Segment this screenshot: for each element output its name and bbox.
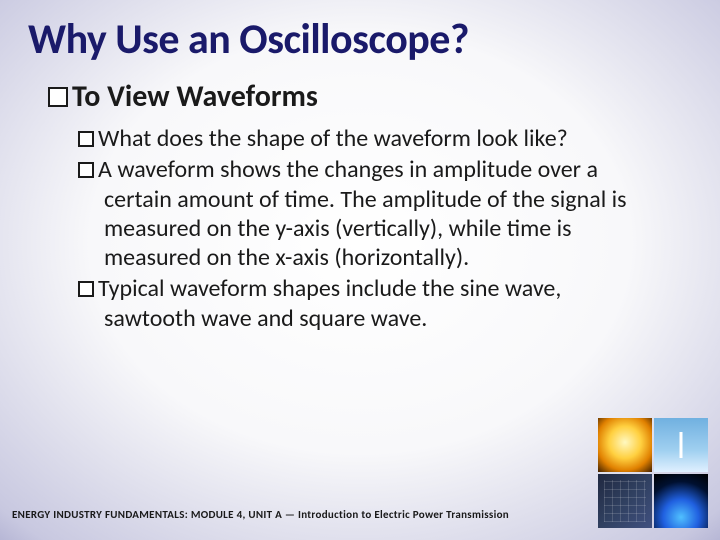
wind-turbines-image: [654, 418, 708, 472]
bullet-box-icon: [78, 131, 94, 147]
gas-flame-image: [654, 474, 708, 528]
body-list: What does the shape of the waveform look…: [78, 124, 648, 335]
slide-title: Why Use an Oscilloscope?: [28, 14, 469, 65]
body-item: A waveform shows the changes in amplitud…: [78, 155, 648, 272]
slide-subtitle: To View Waveforms: [48, 78, 318, 115]
bullet-box-icon: [78, 162, 94, 178]
lightbulb-image: [598, 418, 652, 472]
body-item: What does the shape of the waveform look…: [78, 124, 648, 153]
body-text: A waveform shows the changes in amplitud…: [98, 155, 627, 272]
solar-panel-image: [598, 474, 652, 528]
bullet-box-icon: [78, 281, 94, 297]
subtitle-text: To View Waveforms: [72, 78, 318, 115]
body-item: Typical waveform shapes include the sine…: [78, 274, 648, 333]
corner-image-grid: [598, 418, 708, 528]
bullet-box-icon: [48, 87, 68, 107]
slide-footer: ENERGY INDUSTRY FUNDAMENTALS: MODULE 4, …: [12, 508, 572, 522]
body-text: What does the shape of the waveform look…: [98, 124, 568, 153]
body-text: Typical waveform shapes include the sine…: [98, 274, 561, 332]
